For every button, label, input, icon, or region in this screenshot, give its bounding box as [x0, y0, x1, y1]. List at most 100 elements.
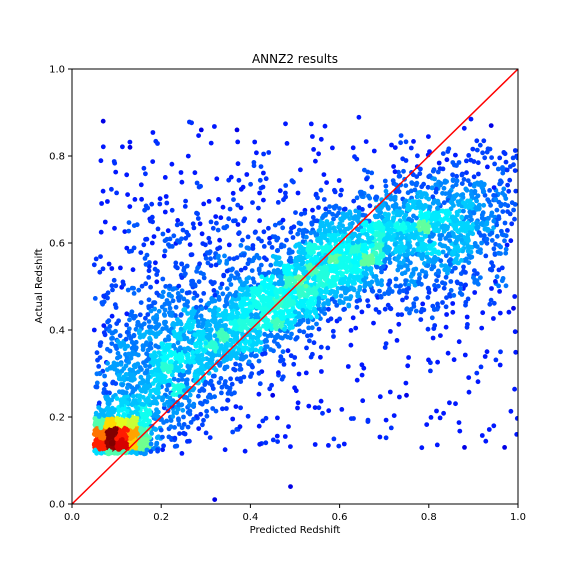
scatter-point — [295, 190, 301, 196]
scatter-point — [245, 261, 251, 267]
scatter-point — [377, 210, 383, 216]
scatter-point — [103, 382, 108, 388]
scatter-point — [487, 188, 492, 193]
scatter-point — [474, 198, 479, 204]
scatter-point — [191, 359, 197, 365]
scatter-point — [115, 355, 120, 361]
scatter-point — [507, 177, 513, 183]
scatter-point — [333, 228, 338, 234]
scatter-point — [321, 197, 327, 202]
scatter-point — [247, 339, 253, 344]
scatter-point — [412, 235, 417, 241]
scatter-point — [352, 280, 357, 286]
scatter-point — [104, 390, 110, 395]
scatter-point — [208, 327, 214, 332]
scatter-point — [231, 197, 236, 203]
scatter-point — [130, 349, 136, 355]
scatter-point — [205, 327, 211, 333]
scatter-point — [237, 362, 243, 368]
scatter-point — [475, 160, 481, 166]
scatter-point — [441, 227, 447, 233]
scatter-point — [467, 182, 473, 187]
scatter-point — [492, 161, 497, 167]
scatter-point — [389, 142, 394, 148]
scatter-point — [166, 337, 172, 342]
scatter-point — [452, 234, 457, 239]
scatter-point — [238, 356, 244, 362]
scatter-point — [513, 188, 518, 194]
scatter-point — [96, 405, 102, 410]
scatter-point — [312, 256, 318, 262]
scatter-point — [432, 254, 438, 260]
scatter-point — [414, 215, 419, 221]
scatter-point — [274, 294, 280, 300]
scatter-point — [412, 187, 418, 193]
scatter-point — [420, 301, 426, 307]
scatter-point — [314, 321, 319, 327]
scatter-point — [344, 269, 350, 275]
scatter-point — [384, 250, 390, 256]
scatter-point — [400, 288, 406, 294]
scatter-point — [233, 326, 239, 332]
scatter-point — [444, 214, 450, 219]
scatter-point — [123, 372, 129, 377]
scatter-point — [391, 233, 397, 238]
scatter-point — [432, 283, 437, 288]
scatter-point — [337, 206, 342, 211]
scatter-point — [471, 159, 477, 164]
scatter-point — [143, 414, 149, 419]
scatter-point — [200, 422, 205, 428]
scatter-point — [463, 282, 468, 288]
scatter-point — [152, 350, 157, 356]
scatter-point — [380, 232, 386, 238]
scatter-point — [337, 316, 342, 322]
scatter-point — [272, 222, 278, 228]
scatter-point — [170, 321, 176, 326]
scatter-point — [327, 229, 332, 235]
scatter-point — [320, 283, 326, 289]
scatter-point — [327, 259, 333, 264]
scatter-point — [269, 333, 274, 339]
scatter-point — [407, 310, 412, 316]
scatter-point — [208, 263, 214, 268]
scatter-point — [364, 176, 369, 182]
scatter-point — [197, 369, 203, 375]
scatter-point — [406, 286, 411, 291]
scatter-point — [491, 225, 496, 231]
scatter-point — [278, 309, 283, 314]
scatter-point — [248, 322, 254, 328]
scatter-point — [356, 267, 362, 273]
scatter-point — [338, 293, 344, 299]
scatter-point — [458, 271, 464, 276]
scatter-point — [176, 417, 182, 423]
scatter-point — [213, 214, 219, 220]
scatter-point — [478, 180, 484, 185]
scatter-point — [162, 209, 168, 215]
scatter-point — [396, 173, 402, 179]
scatter-point — [152, 306, 158, 312]
scatter-point — [464, 158, 469, 164]
scatter-point — [489, 238, 495, 243]
scatter-point — [94, 380, 100, 386]
scatter-point — [383, 341, 389, 346]
scatter-point — [475, 193, 481, 199]
scatter-point — [481, 202, 487, 208]
scatter-point — [493, 279, 498, 284]
scatter-point — [344, 265, 349, 271]
scatter-point — [162, 319, 167, 325]
scatter-point — [177, 352, 183, 357]
scatter-point — [222, 303, 228, 309]
scatter-point — [412, 282, 418, 288]
scatter-point — [156, 394, 162, 400]
scatter-point — [119, 417, 125, 423]
scatter-point — [353, 325, 359, 331]
scatter-point — [442, 281, 448, 287]
scatter-point — [143, 281, 149, 287]
scatter-point — [484, 236, 490, 242]
scatter-point — [236, 347, 242, 353]
scatter-point — [316, 251, 322, 257]
scatter-point — [211, 288, 217, 293]
scatter-point — [168, 424, 174, 430]
scatter-point — [93, 447, 98, 453]
scatter-point — [175, 340, 181, 346]
